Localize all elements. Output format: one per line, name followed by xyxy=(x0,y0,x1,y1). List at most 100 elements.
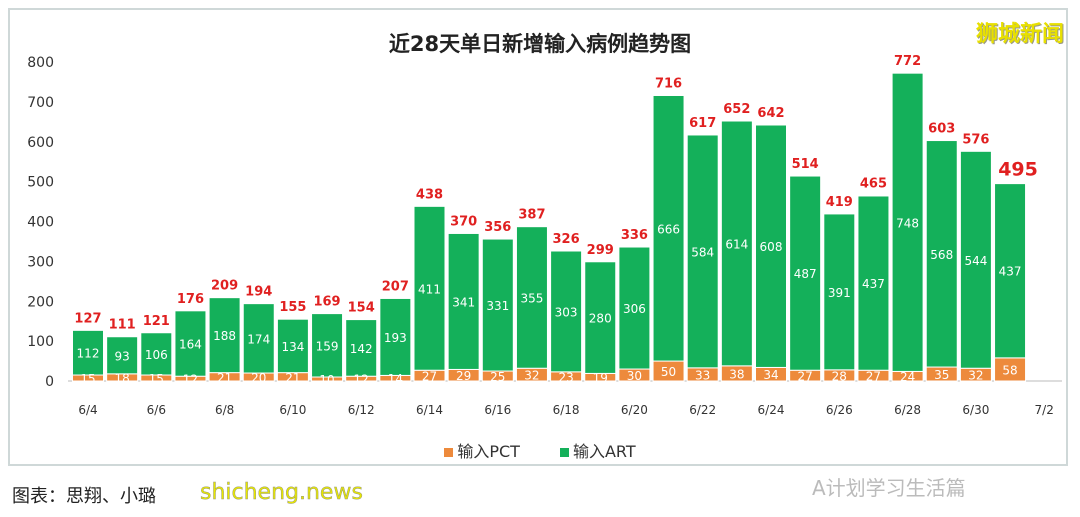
bar-art xyxy=(515,226,548,369)
art-label: 159 xyxy=(316,339,339,353)
total-label: 370 xyxy=(450,214,477,229)
x-tick-label: 6/24 xyxy=(758,403,785,417)
pct-label: 15 xyxy=(149,372,164,386)
bar-art xyxy=(413,205,446,371)
pct-label: 35 xyxy=(934,368,949,382)
pct-label: 34 xyxy=(763,368,778,382)
art-label: 174 xyxy=(247,332,270,346)
total-label: 169 xyxy=(313,295,340,310)
art-label: 112 xyxy=(77,347,100,361)
legend-swatch-art xyxy=(559,448,569,457)
pct-label: 33 xyxy=(695,368,710,382)
total-label: 495 xyxy=(998,159,1038,181)
x-tick-label: 6/28 xyxy=(894,403,921,417)
y-tick-label: 500 xyxy=(27,175,54,191)
bar-art xyxy=(755,124,787,368)
bar-art xyxy=(345,319,378,377)
art-label: 437 xyxy=(999,265,1022,279)
art-label: 306 xyxy=(623,302,646,316)
pct-label: 23 xyxy=(558,370,573,384)
total-label: 121 xyxy=(143,314,170,329)
total-label: 603 xyxy=(928,122,955,137)
total-label: 465 xyxy=(860,177,887,192)
legend: 输入PCT 输入ART xyxy=(0,438,1080,462)
pct-label: 15 xyxy=(80,372,95,386)
total-label: 576 xyxy=(962,132,989,147)
pct-label: 27 xyxy=(422,370,437,384)
x-tick-label: 6/18 xyxy=(553,403,580,417)
total-label: 438 xyxy=(416,187,443,202)
watermark-account: A计划学习生活篇 xyxy=(812,476,966,500)
x-tick-label: 6/6 xyxy=(147,403,166,417)
art-label: 142 xyxy=(350,342,373,356)
y-tick-label: 0 xyxy=(45,374,54,390)
bar-art xyxy=(857,195,890,371)
pct-label: 25 xyxy=(490,370,505,384)
x-tick-label: 6/26 xyxy=(826,403,853,417)
total-label: 387 xyxy=(518,208,545,223)
pct-label: 12 xyxy=(354,373,369,387)
art-label: 666 xyxy=(657,222,680,236)
pct-label: 50 xyxy=(661,365,676,379)
art-label: 411 xyxy=(418,282,441,296)
legend-item-pct: 输入PCT xyxy=(444,438,520,462)
bar-art xyxy=(174,310,207,377)
pct-label: 12 xyxy=(183,373,198,387)
total-label: 617 xyxy=(689,116,716,131)
bar-art xyxy=(550,250,583,373)
chart-title: 近28天单日新增输入病例趋势图 xyxy=(388,32,692,56)
y-tick-label: 800 xyxy=(27,55,54,71)
art-label: 614 xyxy=(725,237,748,251)
total-label: 299 xyxy=(587,243,614,258)
watermark: shicheng.news xyxy=(200,480,363,506)
pct-label: 32 xyxy=(968,369,983,383)
total-label: 356 xyxy=(484,220,511,235)
y-tick-label: 600 xyxy=(27,135,54,151)
y-tick-label: 300 xyxy=(27,254,54,270)
pct-label: 24 xyxy=(900,370,915,384)
caption: 图表：思翔、小璐 xyxy=(12,486,156,507)
bar-art xyxy=(379,297,412,376)
total-label: 514 xyxy=(792,157,819,172)
x-tick-label: 6/14 xyxy=(416,403,443,417)
bar-art xyxy=(208,297,241,374)
x-tick-label: 6/10 xyxy=(279,403,306,417)
art-label: 608 xyxy=(760,240,783,254)
art-label: 280 xyxy=(589,312,612,326)
art-label: 437 xyxy=(862,277,885,291)
x-tick-label: 6/16 xyxy=(484,403,511,417)
art-label: 93 xyxy=(115,349,130,363)
total-label: 155 xyxy=(279,300,306,315)
pct-label: 18 xyxy=(115,371,130,385)
x-tick-label: 6/8 xyxy=(215,403,234,417)
brand-logo: 狮城新闻 xyxy=(975,22,1064,47)
pct-label: 28 xyxy=(832,369,847,383)
bar-art xyxy=(481,238,514,372)
art-label: 193 xyxy=(384,331,407,345)
total-label: 336 xyxy=(621,228,648,243)
pct-label: 21 xyxy=(285,371,300,385)
y-tick-label: 100 xyxy=(27,334,54,350)
total-label: 419 xyxy=(826,195,853,210)
x-tick-label: 6/20 xyxy=(621,403,648,417)
legend-swatch-pct xyxy=(444,448,454,457)
art-label: 355 xyxy=(520,291,543,305)
total-label: 716 xyxy=(655,76,682,91)
art-label: 568 xyxy=(930,248,953,262)
x-tick-label: 6/22 xyxy=(689,403,716,417)
art-label: 164 xyxy=(179,338,202,352)
x-tick-label: 7/2 xyxy=(1035,403,1054,417)
total-label: 154 xyxy=(348,301,375,316)
art-label: 487 xyxy=(794,267,817,281)
pct-label: 27 xyxy=(866,370,881,384)
bar-art xyxy=(823,213,856,371)
art-label: 106 xyxy=(145,348,168,362)
total-label: 209 xyxy=(211,279,238,294)
legend-label-pct: 输入PCT xyxy=(457,442,520,461)
y-tick-label: 400 xyxy=(27,215,54,231)
total-label: 176 xyxy=(177,292,204,307)
y-tick-label: 700 xyxy=(27,95,54,111)
bar-art xyxy=(584,261,617,374)
legend-item-art: 输入ART xyxy=(559,438,636,462)
